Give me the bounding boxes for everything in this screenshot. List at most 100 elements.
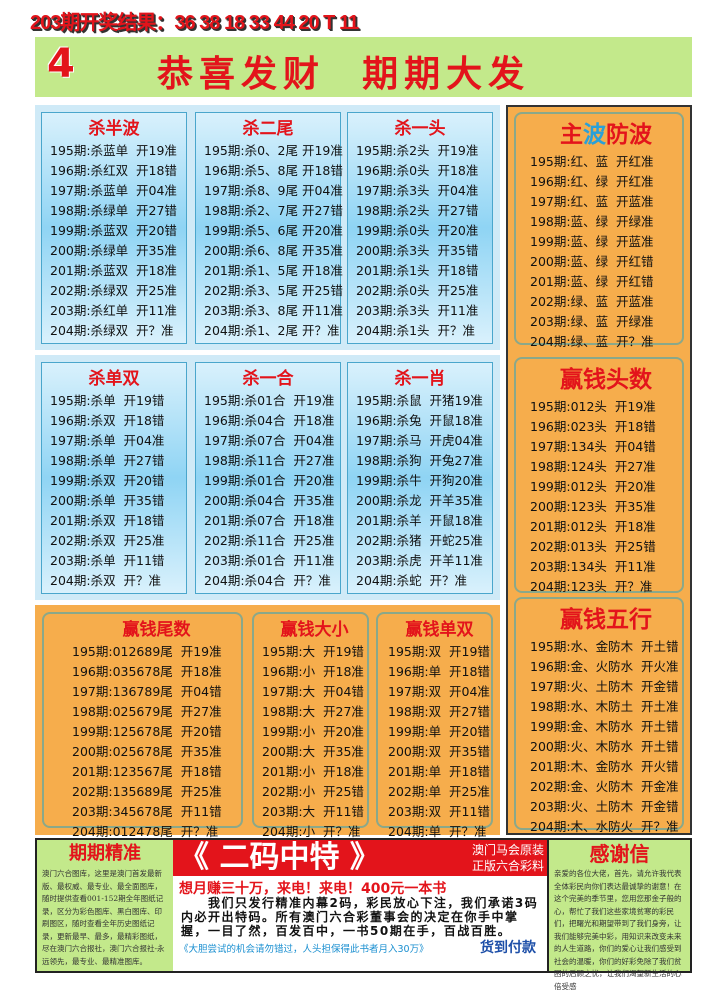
prediction-row: 195期:012头 开19准 [530, 399, 656, 414]
thank-you-letter: 感谢信 亲爱的各位大佬，首先，请允许我代表全体彩民向你们表达最诚挚的谢意！在这个… [547, 838, 692, 991]
prediction-row: 204期:杀1头 开？准 [356, 323, 475, 338]
panel-title: 赢钱五行 [560, 607, 652, 633]
prediction-row: 204期:杀双 开？准 [50, 573, 162, 588]
prediction-row: 199期:125678尾 开20错 [72, 724, 222, 739]
prediction-row: 196期:023头 开18错 [530, 419, 656, 434]
banner-slogan: 恭喜发财 期期大发 [157, 54, 531, 95]
panel-title: 赢钱单双 [405, 620, 474, 640]
cash-on-delivery[interactable]: 货到付款 [480, 940, 536, 956]
prediction-row: 202期:杀3、5尾 开25错 [204, 283, 343, 298]
ad-red-band: 《 二码中特 》 澳门马会原装 正版六合彩料 [173, 840, 548, 876]
prediction-row: 203期:345678尾 开11错 [72, 804, 222, 819]
prediction-row: 203期:杀3、8尾 开11准 [204, 303, 343, 318]
panel-title: 赢钱尾数 [122, 620, 191, 640]
prediction-row: 200期:双 开35错 [388, 744, 490, 759]
prediction-row: 197期:134头 开04错 [530, 439, 656, 454]
panel-title: 赢钱头数 [560, 367, 652, 393]
prediction-row: 198期:杀2头 开27错 [356, 203, 479, 218]
panel-kill-half-wave: 杀半波 195期:杀蓝单 开19准 196期:杀红双 开18错 197期:杀蓝单 开0… [41, 112, 187, 344]
banner-number: 4 [47, 41, 75, 87]
prediction-row: 195期:杀鼠 开猪19准 [356, 393, 483, 408]
prediction-row: 196期:杀0头 开18准 [356, 163, 479, 178]
prediction-row: 198期:124头 开27准 [530, 459, 656, 474]
prediction-row: 204期:木、水防火 开？准 [530, 819, 679, 834]
prediction-row: 197期:杀07合 开04准 [204, 433, 335, 448]
panel-title: 杀一合 [242, 369, 294, 389]
blue-section-2: 杀单双 195期:杀单 开19错 196期:杀双 开18错 197期:杀单 开04准 1… [35, 355, 500, 600]
ad-subtitle-line2: 正版六合彩料 [471, 859, 544, 873]
prediction-row: 202期:杀双 开25准 [50, 533, 165, 548]
prediction-row: 196期:红、绿 开红准 [530, 174, 654, 189]
prediction-row: 195期:杀单 开19错 [50, 393, 165, 408]
accuracy-text: 澳门六合图库，这里是澳门首发最新版、最权威、最专业、最全面图库，随时提供查看00… [42, 869, 165, 966]
prediction-row: 195期:杀蓝单 开19准 [50, 143, 177, 158]
prediction-row: 204期:小 开？准 [262, 824, 361, 839]
prediction-row: 200期:大 开35准 [262, 744, 364, 759]
prediction-row: 196期:小 开18准 [262, 664, 364, 679]
panel-title: 主波防波 [530, 118, 682, 152]
prediction-row: 199期:杀0头 开20准 [356, 223, 479, 238]
prediction-row: 200期:杀龙 开羊35准 [356, 493, 483, 508]
prediction-row: 198期:025679尾 开27准 [72, 704, 222, 719]
prediction-row: 201期:杀蓝双 开18准 [50, 263, 177, 278]
prediction-row: 199期:小 开20准 [262, 724, 364, 739]
prediction-row: 197期:136789尾 开04错 [72, 684, 222, 699]
prediction-row: 204期:杀1、2尾 开？准 [204, 323, 340, 338]
prediction-row: 201期:木、金防水 开火错 [530, 759, 679, 774]
prediction-row: 200期:杀6、8尾 开35准 [204, 243, 343, 258]
prediction-row: 204期:绿、蓝 开？准 [530, 334, 654, 349]
prediction-row: 196期:035678尾 开18准 [72, 664, 222, 679]
prediction-row: 197期:双 开04准 [388, 684, 490, 699]
panel-kill-one-zodiac: 杀一肖 195期:杀鼠 开猪19准 196期:杀兔 开鼠18准 197期:杀马 开虎0… [347, 362, 493, 594]
prediction-row: 197期:杀单 开04准 [50, 433, 165, 448]
panel-title-part: 防波 [606, 122, 652, 148]
prediction-row: 197期:杀马 开虎04准 [356, 433, 483, 448]
thank-you-text: 亲爱的各位大佬，首先，请允许我代表全体彩民向你们表达最诚挚的谢意！在这个完美的季… [554, 869, 682, 991]
prediction-row: 196期:单 开18错 [388, 664, 490, 679]
panel-kill-one-sum: 杀一合 195期:杀01合 开19准 196期:杀04合 开18准 197期:杀07合… [195, 362, 341, 594]
prediction-row: 195期:杀01合 开19准 [204, 393, 335, 408]
prediction-row: 204期:杀绿双 开？准 [50, 323, 174, 338]
prediction-row: 202期:013头 开25错 [530, 539, 656, 554]
panel-win-five-elements: 赢钱五行 195期:水、金防木 开土错 196期:金、火防水 开火准 197期:火、土… [514, 597, 684, 834]
two-code-ad: 《 二码中特 》 澳门马会原装 正版六合彩料 想月赚三十万，来电！来电！400元… [173, 838, 548, 973]
prediction-row: 203期:杀虎 开羊11准 [356, 553, 483, 568]
prediction-row: 203期:杀红单 开11准 [50, 303, 177, 318]
prediction-row: 198期:大 开27准 [262, 704, 364, 719]
prediction-row: 195期:水、金防木 开土错 [530, 639, 679, 654]
panel-title-part: 主 [560, 122, 583, 148]
prediction-row: 196期:金、火防水 开火准 [530, 659, 679, 674]
blue-section-1: 杀半波 195期:杀蓝单 开19准 196期:杀红双 开18错 197期:杀蓝单 开0… [35, 105, 500, 350]
prediction-row: 201期:杀1头 开18错 [356, 263, 479, 278]
prediction-row: 204期:单 开？准 [388, 824, 487, 839]
prediction-row: 202期:单 开25准 [388, 784, 490, 799]
panel-title: 赢钱大小 [280, 620, 349, 640]
panel-title: 杀单双 [88, 369, 140, 389]
prediction-row: 203期:杀单 开11错 [50, 553, 165, 568]
thank-you-title: 感谢信 [589, 842, 650, 866]
panel-win-odd-even: 赢钱单双 195期:双 开19错 196期:单 开18错 197期:双 开04准 198… [376, 612, 493, 839]
prediction-row: 201期:杀双 开18错 [50, 513, 165, 528]
prediction-row: 199期:杀双 开20错 [50, 473, 165, 488]
prediction-row: 199期:012头 开20准 [530, 479, 656, 494]
prediction-row: 197期:火、土防木 开金错 [530, 679, 679, 694]
prediction-row: 202期:杀0头 开25准 [356, 283, 479, 298]
prediction-row: 198期:蓝、绿 开绿准 [530, 214, 654, 229]
prediction-row: 203期:杀01合 开11准 [204, 553, 335, 568]
ad-subtitle: 澳门马会原装 正版六合彩料 [472, 842, 544, 874]
prediction-row: 198期:杀2、7尾 开27错 [204, 203, 343, 218]
prediction-row: 198期:杀绿单 开27错 [50, 203, 177, 218]
prediction-row: 199期:杀牛 开狗20准 [356, 473, 483, 488]
panel-title: 杀二尾 [242, 119, 294, 139]
panel-title: 杀一肖 [394, 369, 446, 389]
prediction-row: 195期:杀0、2尾 开19准 [204, 143, 343, 158]
prediction-row: 203期:绿、蓝 开绿准 [530, 314, 654, 329]
panel-title: 杀半波 [88, 119, 140, 139]
right-column: 主波防波 195期:红、蓝 开红准 196期:红、绿 开红准 197期:红、蓝 开蓝准… [506, 105, 692, 835]
prediction-row: 197期:杀蓝单 开04准 [50, 183, 177, 198]
prediction-row: 202期:135689尾 开25准 [72, 784, 222, 799]
prediction-row: 199期:杀蓝双 开20错 [50, 223, 177, 238]
prediction-row: 195期:012689尾 开19准 [72, 644, 222, 659]
prediction-row: 204期:杀蛇 开？准 [356, 573, 468, 588]
panel-win-heads: 赢钱头数 195期:012头 开19准 196期:023头 开18错 197期:134… [514, 357, 684, 594]
